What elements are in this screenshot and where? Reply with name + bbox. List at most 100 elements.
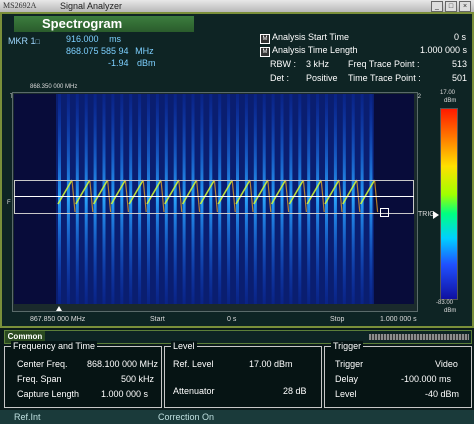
m-key-icon: M <box>260 47 270 57</box>
level-title: Level <box>171 341 197 351</box>
freq-span-label: Freq. Span <box>17 374 62 384</box>
trigger-label: Trigger <box>335 359 364 369</box>
chirp-trace <box>235 179 251 205</box>
trace-window <box>14 180 414 214</box>
time-trace-point-value: 501 <box>452 73 468 83</box>
chirp-trace <box>181 179 198 205</box>
spectrogram-svg <box>14 94 414 304</box>
spectrogram-stripe <box>66 94 70 304</box>
marker-time: 916.000 <box>66 34 99 44</box>
rbw-value: 3 kHz <box>306 59 330 69</box>
spectrogram-stripe <box>147 94 150 304</box>
maximize-button[interactable]: □ <box>445 1 457 12</box>
trigger-panel[interactable]: Trigger Trigger Video Delay -100.000 ms … <box>324 341 472 408</box>
trig-label: TRIG <box>418 211 435 218</box>
spectrogram-stripe <box>84 94 88 304</box>
spectrogram-stripe <box>253 94 257 304</box>
chirp-trace <box>146 179 162 205</box>
m-key-icon: M <box>260 34 270 44</box>
analysis-start-label: Analysis Start Time <box>272 32 350 42</box>
t1-marker-icon <box>56 306 62 311</box>
chirp-trace <box>199 179 216 205</box>
marker-readout: MKR 1□ <box>8 36 40 46</box>
ref-level-label: Ref. Level <box>173 359 214 369</box>
page-title: Spectrogram <box>14 16 194 32</box>
f-label: F <box>7 200 11 206</box>
chirp-trace <box>75 179 91 205</box>
freq-trace-point-label: Freq Trace Point : <box>348 59 420 69</box>
color-scale-bar <box>440 108 458 300</box>
stop-label: Stop <box>330 316 345 323</box>
chirp-trace <box>306 179 322 205</box>
chirp-trace <box>217 179 233 205</box>
marker-trace-line <box>14 196 414 197</box>
marker-time-unit: ms <box>109 34 122 44</box>
freq-time-panel[interactable]: Frequency and Time Center Freq. 868.100 … <box>4 341 162 408</box>
minimize-button[interactable]: _ <box>431 1 443 12</box>
rbw-label: RBW : <box>270 59 296 69</box>
chirp-trace <box>359 179 376 205</box>
scale-bottom-unit: dBm <box>444 308 457 314</box>
marker-square-icon <box>380 208 389 217</box>
stop-value: 1.000 000 s <box>380 316 417 323</box>
chirp-trace <box>57 179 73 205</box>
chirp-trace <box>164 179 180 205</box>
attenuator-label: Attenuator <box>173 386 215 396</box>
trigger-value: Video <box>435 359 458 369</box>
marker-freq: 868.075 585 94 <box>66 46 129 56</box>
top-freq-label: 868.350 000 MHz <box>30 84 78 90</box>
spectrogram-stripe <box>93 94 97 304</box>
status-bar: Ref.Int Correction On <box>0 410 474 424</box>
spectrogram-stripe <box>298 94 302 304</box>
tab-common[interactable]: Common <box>5 331 45 343</box>
freq-trace-point-value: 513 <box>452 59 468 69</box>
analysis-start-value: 0 s <box>454 32 467 42</box>
common-tab-bar: Common <box>4 330 472 344</box>
spectrogram-stripe <box>307 94 311 304</box>
model-label: MS2692A <box>3 1 37 10</box>
ref-status: Ref.Int <box>14 412 41 422</box>
window-titlebar: MS2692A Signal Analyzer _ □ × <box>0 0 474 12</box>
correction-status: Correction On <box>158 412 215 422</box>
det-label: Det : <box>270 73 290 83</box>
analysis-length-row[interactable]: M Analysis Time Length <box>260 45 358 57</box>
time-trace-point-label: Time Trace Point : <box>348 73 421 83</box>
chirp-trace <box>270 179 287 205</box>
analysis-length-label: Analysis Time Length <box>272 45 358 55</box>
spectrogram-stripe <box>58 94 61 304</box>
chirp-trace <box>324 179 340 205</box>
spectrogram-stripe <box>191 94 195 304</box>
app-title: Signal Analyzer <box>60 1 123 11</box>
marker-freq-unit: MHz <box>135 46 154 56</box>
bottom-freq-label: 867.850 000 MHz <box>30 316 86 323</box>
chirp-trace <box>342 179 358 205</box>
spectrogram-stripe <box>333 94 337 304</box>
spectrogram-stripe <box>200 94 204 304</box>
spectrogram-stripe <box>369 94 373 304</box>
spectrogram-stripe <box>209 94 213 304</box>
spectrogram-stripe <box>227 94 231 304</box>
trigger-level-label: Level <box>335 389 357 399</box>
spectrogram-stripe <box>289 94 293 304</box>
chirp-trace <box>253 179 269 205</box>
spectrogram-stripe <box>218 94 222 304</box>
resize-grip[interactable] <box>369 334 469 340</box>
spectrogram-plot[interactable] <box>14 94 414 304</box>
trigger-level-value: -40 dBm <box>425 389 460 399</box>
spectrogram-stripe <box>271 94 275 304</box>
chirp-trace <box>288 179 305 205</box>
close-button[interactable]: × <box>459 1 471 12</box>
spectrogram-stripe <box>342 94 346 304</box>
capture-length-label: Capture Length <box>17 389 80 399</box>
chirp-trace <box>128 179 144 205</box>
capture-length-value: 1.000 000 s <box>101 389 149 399</box>
spectrogram-stripe <box>138 94 142 304</box>
attenuator-value: 28 dB <box>283 386 307 396</box>
marker-level-row: -1.94 dBm <box>108 58 156 68</box>
analysis-start-row[interactable]: M Analysis Start Time <box>260 32 349 44</box>
level-panel[interactable]: Level Ref. Level 17.00 dBm Attenuator 28… <box>164 341 322 408</box>
scale-top-unit: dBm <box>444 98 457 104</box>
spectrogram-stripe <box>182 94 186 304</box>
ref-level-value: 17.00 dBm <box>249 359 293 369</box>
spectrogram-stripe <box>280 94 284 304</box>
